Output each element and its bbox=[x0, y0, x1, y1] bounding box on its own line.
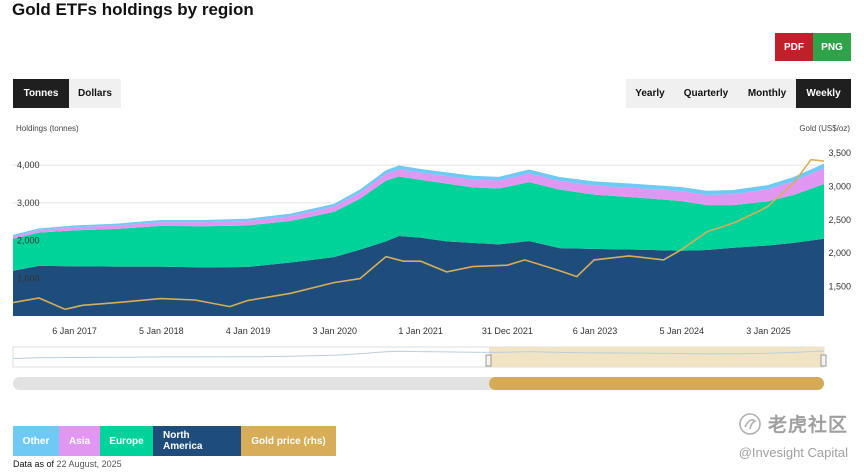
legend-europe[interactable]: Europe bbox=[100, 426, 153, 456]
x-tick-label: 31 Dec 2021 bbox=[482, 326, 533, 336]
right-tick-label: 1,500 bbox=[828, 282, 851, 292]
right-tick-label: 3,500 bbox=[828, 148, 851, 158]
tonnes-toggle[interactable]: Tonnes bbox=[13, 79, 69, 108]
x-tick-label: 4 Jan 2019 bbox=[226, 326, 271, 336]
data-as-of: Data as of 22 August, 2025 bbox=[13, 459, 122, 469]
legend: Other Asia Europe North America Gold pri… bbox=[13, 426, 336, 456]
navigator[interactable] bbox=[12, 346, 827, 390]
right-tick-label: 3,000 bbox=[828, 181, 851, 191]
legend-other[interactable]: Other bbox=[13, 426, 59, 456]
quarterly-toggle[interactable]: Quarterly bbox=[674, 79, 738, 108]
x-tick-label: 5 Jan 2018 bbox=[139, 326, 184, 336]
tiger-logo-icon bbox=[739, 412, 761, 435]
dollars-toggle[interactable]: Dollars bbox=[69, 79, 121, 108]
data-as-of-date: 22 August, 2025 bbox=[56, 459, 122, 469]
x-tick-label: 1 Jan 2021 bbox=[398, 326, 443, 336]
left-tick-label: 4,000 bbox=[17, 160, 40, 170]
grip-handle-icon bbox=[820, 354, 827, 367]
x-tick-label: 6 Jan 2017 bbox=[52, 326, 97, 336]
export-group: PDF PNG bbox=[775, 33, 851, 61]
axis-ticks: 1,000 2,000 3,000 4,000 1,500 2,000 2,500 3,000… bbox=[17, 148, 851, 336]
right-tick-label: 2,000 bbox=[828, 248, 851, 258]
holdings-chart: 1,000 2,000 3,000 4,000 1,500 2,000 2,500 3,000… bbox=[12, 148, 851, 390]
legend-asia[interactable]: Asia bbox=[59, 426, 100, 456]
grip-handle-icon bbox=[485, 354, 492, 367]
monthly-toggle[interactable]: Monthly bbox=[738, 79, 796, 108]
yearly-toggle[interactable]: Yearly bbox=[626, 79, 674, 108]
x-tick-label: 3 Jan 2020 bbox=[313, 326, 358, 336]
x-tick-label: 3 Jan 2025 bbox=[746, 326, 791, 336]
weekly-toggle[interactable]: Weekly bbox=[796, 79, 851, 108]
legend-north-america[interactable]: North America bbox=[153, 426, 241, 456]
page-title: Gold ETFs holdings by region bbox=[12, 0, 254, 19]
x-tick-label: 6 Jan 2023 bbox=[573, 326, 618, 336]
pdf-export-button[interactable]: PDF bbox=[775, 33, 813, 61]
gold-price-line bbox=[12, 158, 825, 311]
data-as-of-label: Data as of bbox=[13, 459, 55, 469]
left-tick-label: 2,000 bbox=[17, 236, 40, 246]
left-axis-title: Holdings (tonnes) bbox=[16, 124, 79, 133]
legend-gold-price[interactable]: Gold price (rhs) bbox=[241, 426, 336, 456]
stacked-areas bbox=[13, 163, 824, 316]
left-tick-label: 1,000 bbox=[17, 273, 40, 283]
watermark: 老虎社区 @Invesight Capital bbox=[738, 410, 848, 460]
watermark-en-text: @Invesight Capital bbox=[738, 445, 848, 460]
navigator-selection bbox=[489, 347, 824, 367]
watermark-cn-text: 老虎社区 bbox=[767, 415, 848, 436]
left-tick-label: 3,000 bbox=[17, 198, 40, 208]
area-europe bbox=[13, 176, 824, 271]
navigator-series bbox=[12, 350, 825, 359]
right-tick-label: 2,500 bbox=[828, 215, 851, 225]
unit-toggle: Tonnes Dollars bbox=[13, 79, 121, 108]
png-export-button[interactable]: PNG bbox=[813, 33, 851, 61]
gold-price-line-group bbox=[12, 158, 825, 311]
x-tick-label: 5 Jan 2024 bbox=[659, 326, 704, 336]
right-axis-title: Gold (US$/oz) bbox=[799, 124, 850, 133]
navigator-scrollbar-thumb bbox=[489, 377, 824, 390]
period-toggle: Yearly Quarterly Monthly Weekly bbox=[626, 79, 851, 108]
